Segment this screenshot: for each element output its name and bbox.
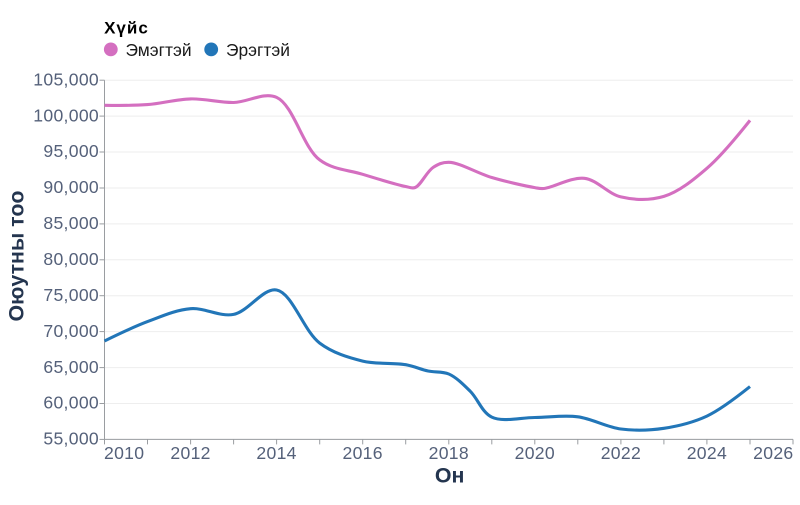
svg-text:Эмэгтэй: Эмэгтэй — [126, 40, 192, 60]
svg-text:75,000: 75,000 — [43, 285, 99, 305]
svg-text:Хүйс: Хүйс — [104, 18, 149, 37]
svg-text:2026: 2026 — [753, 443, 793, 463]
svg-text:2024: 2024 — [687, 443, 727, 463]
svg-text:Он: Он — [435, 464, 465, 488]
svg-text:70,000: 70,000 — [43, 321, 99, 341]
svg-text:85,000: 85,000 — [43, 213, 99, 233]
svg-text:65,000: 65,000 — [43, 357, 99, 377]
svg-text:2018: 2018 — [429, 443, 469, 463]
svg-text:100,000: 100,000 — [33, 105, 99, 125]
svg-text:2010: 2010 — [104, 443, 144, 463]
svg-text:Оюутны тоо: Оюутны тоо — [5, 191, 29, 322]
svg-text:105,000: 105,000 — [33, 69, 99, 89]
svg-text:2022: 2022 — [601, 443, 641, 463]
svg-text:2014: 2014 — [256, 443, 296, 463]
svg-text:2012: 2012 — [170, 443, 210, 463]
svg-text:80,000: 80,000 — [43, 249, 99, 269]
svg-text:55,000: 55,000 — [43, 429, 99, 449]
svg-text:2020: 2020 — [515, 443, 555, 463]
svg-text:Эрэгтэй: Эрэгтэй — [226, 40, 290, 60]
svg-text:90,000: 90,000 — [43, 177, 99, 197]
svg-text:60,000: 60,000 — [43, 393, 99, 413]
svg-text:2016: 2016 — [343, 443, 383, 463]
svg-text:95,000: 95,000 — [43, 141, 99, 161]
